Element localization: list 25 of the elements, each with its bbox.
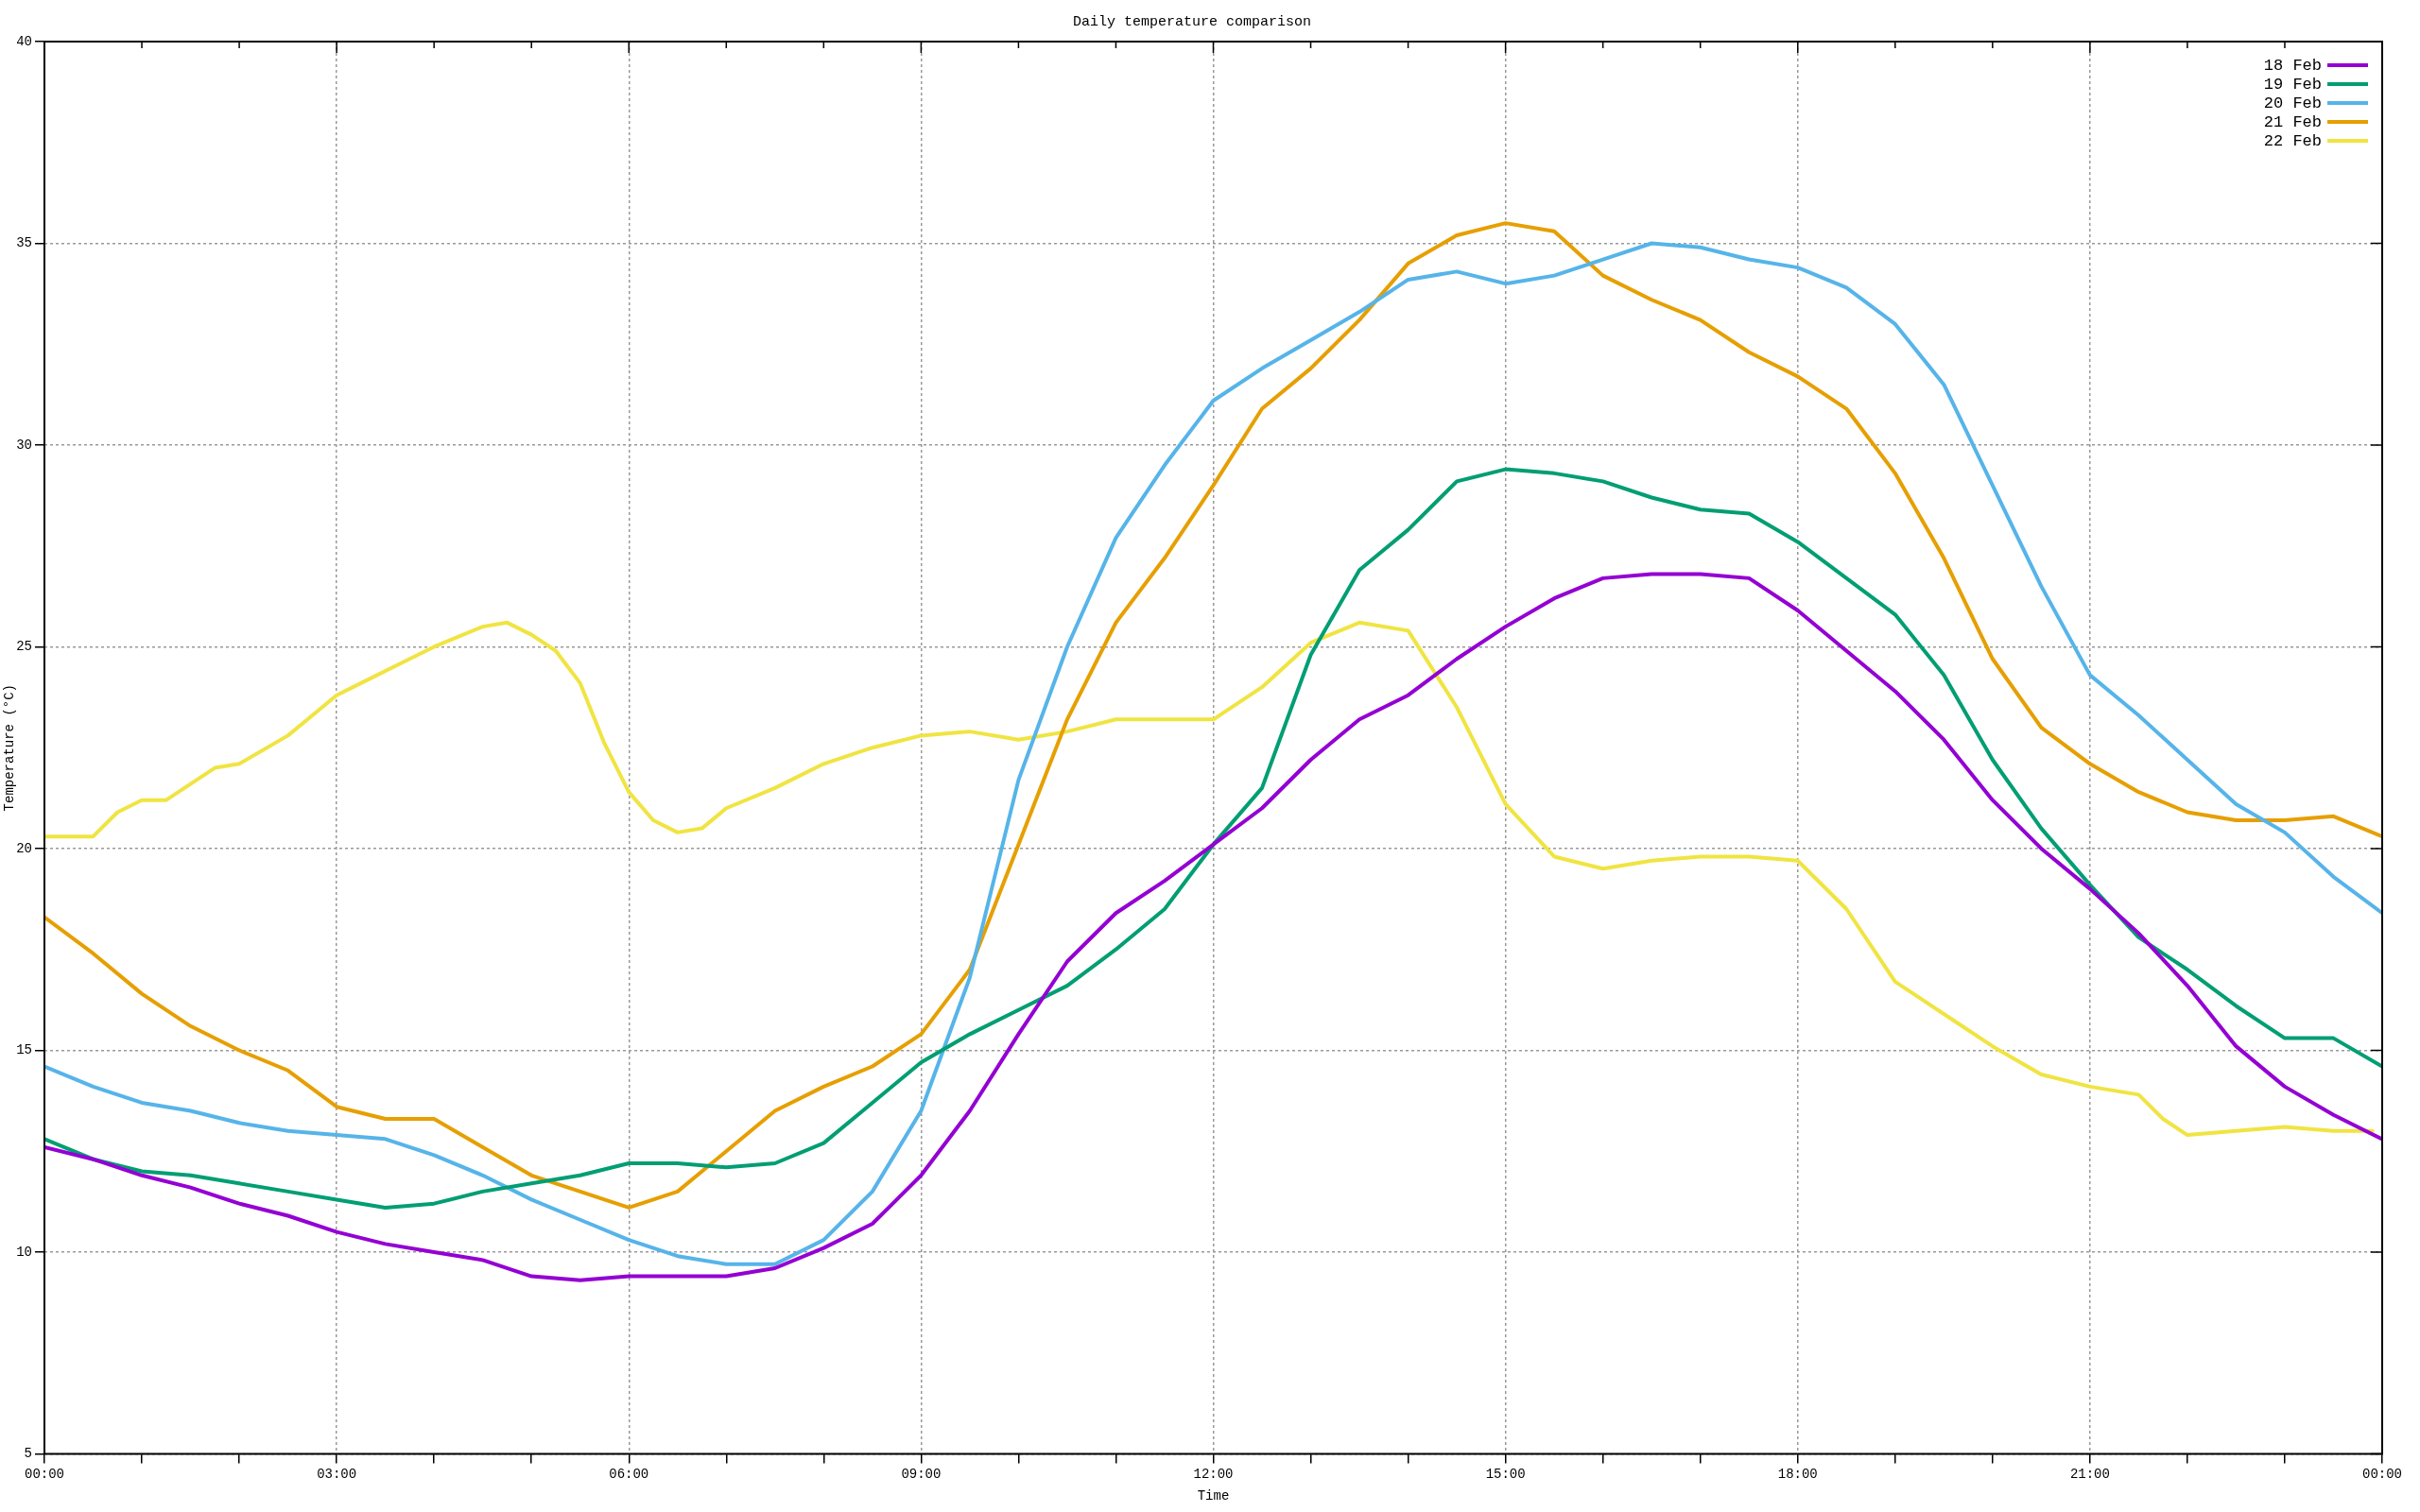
legend-label: 19 Feb xyxy=(2263,75,2322,94)
y-tick-label: 15 xyxy=(16,1042,32,1058)
x-tick-label: 12:00 xyxy=(1193,1466,1234,1482)
x-tick-label: 03:00 xyxy=(317,1466,357,1482)
y-tick-label: 20 xyxy=(16,840,32,856)
chart-title: Daily temperature comparison xyxy=(1072,13,1312,30)
x-tick-label: 00:00 xyxy=(24,1466,65,1482)
legend-label: 18 Feb xyxy=(2263,56,2322,75)
y-tick-label: 35 xyxy=(16,235,32,251)
legend-label: 22 Feb xyxy=(2263,131,2322,150)
y-tick-label: 5 xyxy=(24,1446,32,1462)
y-tick-label: 10 xyxy=(16,1244,32,1260)
y-axis-title: Temperature (°C) xyxy=(2,683,18,812)
x-tick-label: 00:00 xyxy=(2361,1466,2403,1482)
x-tick-label: 21:00 xyxy=(2069,1466,2110,1482)
x-tick-label: 09:00 xyxy=(901,1466,942,1482)
x-tick-label: 15:00 xyxy=(1485,1466,1526,1482)
x-axis-title: Time xyxy=(1197,1488,1230,1504)
y-tick-label: 40 xyxy=(16,33,32,49)
legend-label: 21 Feb xyxy=(2263,112,2322,131)
y-tick-label: 30 xyxy=(16,437,32,453)
x-tick-label: 06:00 xyxy=(609,1466,649,1482)
y-tick-label: 25 xyxy=(16,639,32,655)
x-tick-label: 18:00 xyxy=(1777,1466,1818,1482)
legend-label: 20 Feb xyxy=(2263,94,2322,112)
